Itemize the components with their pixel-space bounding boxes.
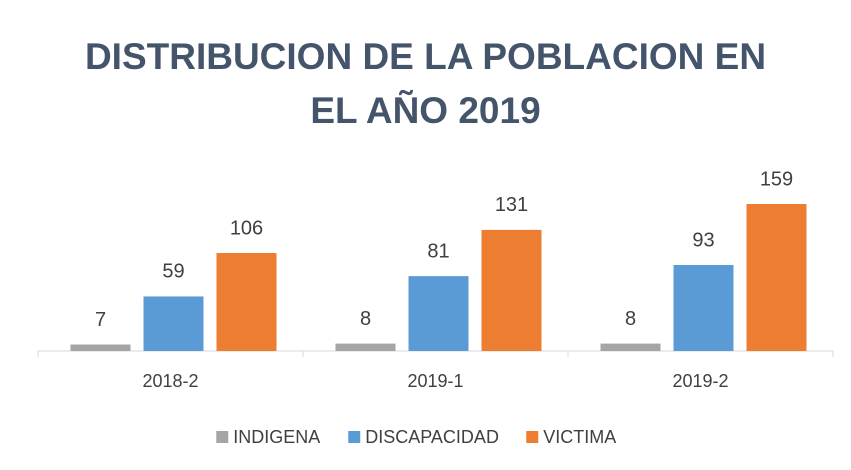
bar (335, 343, 396, 351)
bar (673, 265, 734, 351)
bar (143, 296, 204, 351)
bar (600, 343, 661, 351)
legend-label: VICTIMA (543, 427, 616, 447)
legend-label: DISCAPACIDAD (365, 427, 499, 447)
data-label: 81 (427, 240, 449, 262)
data-label: 59 (162, 261, 184, 283)
data-label: 8 (625, 308, 636, 330)
bar (216, 253, 277, 351)
data-label: 8 (360, 308, 371, 330)
bar (70, 344, 131, 351)
data-label: 7 (95, 309, 106, 331)
legend-swatch (526, 431, 539, 443)
bar (408, 276, 469, 351)
data-label: 159 (760, 168, 793, 190)
data-label: 106 (230, 217, 263, 239)
chart-title: DISTRIBUCION DE LA POBLACION EN EL AÑO 2… (84, 36, 767, 131)
legend-swatch (216, 431, 229, 443)
data-label: 93 (692, 229, 714, 251)
x-tick-label: 2018-2 (142, 371, 198, 391)
x-tick-label: 2019-1 (407, 371, 463, 391)
bar (746, 204, 807, 351)
x-tick-label: 2019-2 (672, 371, 728, 391)
data-label: 131 (495, 194, 528, 216)
bar (481, 229, 542, 351)
legend-label: INDIGENA (233, 427, 320, 447)
legend-swatch (348, 431, 361, 443)
